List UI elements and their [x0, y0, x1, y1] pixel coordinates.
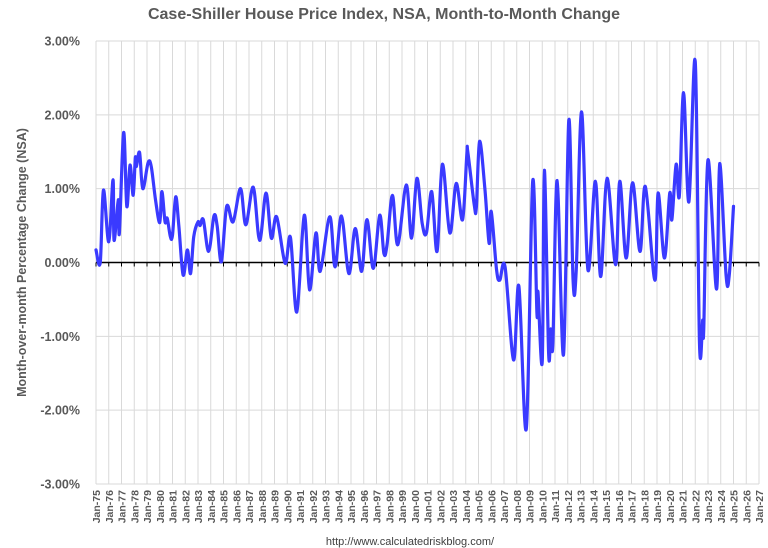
x-tick-label: Jan-97: [372, 490, 384, 523]
x-tick-label: Jan-79: [142, 490, 154, 523]
x-tick-label: Jan-17: [627, 490, 639, 523]
x-tick-label: Jan-10: [537, 490, 549, 523]
x-tick-label: Jan-03: [448, 490, 460, 523]
x-tick-label: Jan-99: [397, 490, 409, 523]
x-tick-label: Jan-84: [206, 490, 218, 523]
y-tick-label: -1.00%: [40, 330, 80, 344]
y-tick-label: 1.00%: [45, 182, 80, 196]
x-tick-label: Jan-81: [168, 490, 180, 523]
x-tick-label: Jan-86: [231, 490, 243, 523]
x-tick-label: Jan-82: [180, 490, 192, 523]
x-tick-label: Jan-90: [282, 490, 294, 523]
x-tick-label: Jan-85: [219, 490, 231, 523]
x-tick-label: Jan-14: [588, 490, 600, 523]
x-tick-label: Jan-91: [295, 490, 307, 523]
x-tick-label: Jan-98: [384, 490, 396, 523]
x-tick-label: Jan-21: [678, 490, 690, 523]
x-tick-label: Jan-93: [321, 490, 333, 523]
x-tick-label: Jan-88: [257, 490, 269, 523]
x-tick-label: Jan-19: [652, 490, 664, 523]
x-tick-label: Jan-96: [359, 490, 371, 523]
y-tick-label: -2.00%: [40, 404, 80, 418]
y-tick-label: 2.00%: [45, 108, 80, 122]
x-tick-label: Jan-13: [576, 490, 588, 523]
zero-axis-tick-marks: [95, 262, 760, 267]
x-axis-ticks: Jan-75 Jan-76 Jan-77 Jan-78 Jan-79 Jan-80 Jan-…: [91, 490, 766, 523]
x-tick-label: Jan-24: [716, 490, 728, 523]
x-tick-label: Jan-25: [729, 490, 741, 523]
x-tick-label: Jan-16: [614, 490, 626, 523]
y-axis-label: Month-over-month Percentage Change (NSA): [15, 128, 29, 397]
series-line: [94, 57, 736, 432]
x-tick-label: Jan-12: [563, 490, 575, 523]
x-tick-label: Jan-27: [754, 490, 766, 523]
x-tick-label: Jan-94: [333, 490, 345, 523]
x-tick-label: Jan-18: [639, 490, 651, 523]
y-tick-label: 3.00%: [45, 35, 80, 49]
x-tick-label: Jan-77: [117, 490, 129, 523]
chart-title: Case-Shiller House Price Index, NSA, Mon…: [148, 6, 620, 23]
x-tick-label: Jan-87: [244, 490, 256, 523]
x-tick-label: Jan-22: [690, 490, 702, 523]
x-tick-label: Jan-02: [435, 490, 447, 523]
x-tick-label: Jan-05: [474, 490, 486, 523]
x-tick-label: Jan-26: [741, 490, 753, 523]
x-tick-label: Jan-01: [423, 490, 435, 523]
x-tick-label: Jan-23: [703, 490, 715, 523]
y-tick-label: 0.00%: [45, 256, 80, 270]
x-tick-label: Jan-78: [129, 490, 141, 523]
x-tick-label: Jan-09: [525, 490, 537, 523]
x-tick-label: Jan-08: [512, 490, 524, 523]
x-tick-label: Jan-04: [461, 490, 473, 523]
y-tick-label: -3.00%: [40, 478, 80, 492]
x-tick-label: Jan-83: [193, 490, 205, 523]
x-tick-label: Jan-11: [550, 490, 562, 523]
x-tick-label: Jan-15: [601, 490, 613, 523]
x-tick-label: Jan-92: [308, 490, 320, 523]
x-tick-label: Jan-80: [155, 490, 167, 523]
x-tick-label: Jan-89: [270, 490, 282, 523]
x-tick-label: Jan-00: [410, 490, 422, 523]
x-tick-label: Jan-95: [346, 490, 358, 523]
x-tick-label: Jan-20: [665, 490, 677, 523]
x-tick-label: Jan-06: [486, 490, 498, 523]
x-tick-label: Jan-75: [91, 490, 103, 523]
source-url[interactable]: http://www.calculatedriskblog.com/: [326, 536, 495, 548]
x-tick-label: Jan-76: [104, 490, 116, 523]
x-tick-label: Jan-07: [499, 490, 511, 523]
y-axis-ticks: -3.00% -2.00% -1.00% 0.00% 1.00% 2.00% 3.00%: [40, 35, 80, 492]
